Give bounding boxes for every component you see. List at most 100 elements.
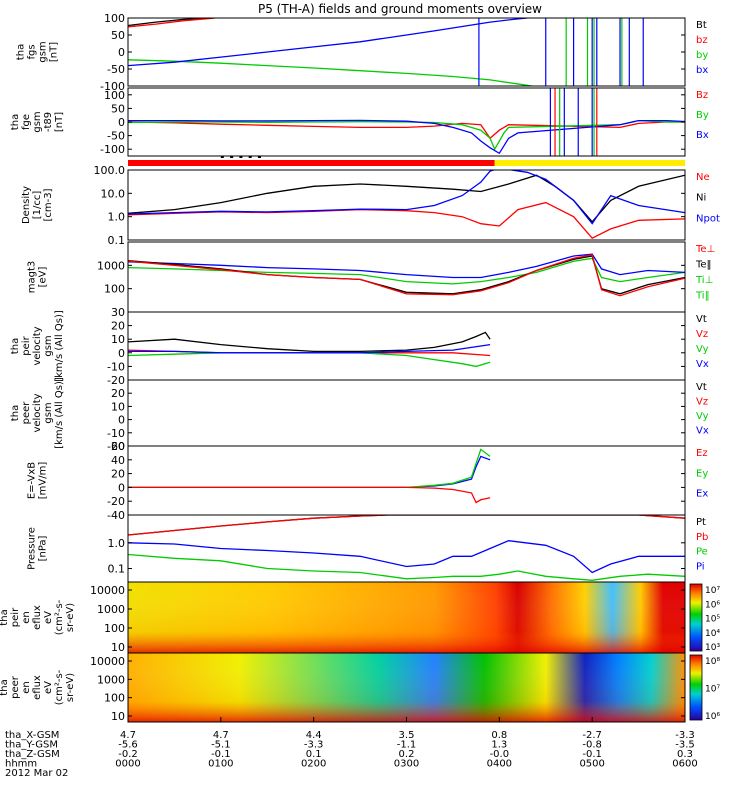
y-axis-label: thapeervelocitygsm[km/s (All Qs)] (10, 377, 65, 449)
y-tick-label: 0 (118, 481, 125, 494)
legend-entry: Vz (696, 329, 708, 340)
panel-fge: thafgegsm-t89[nT] (10, 87, 686, 157)
panel-frame (127, 445, 686, 516)
x-axis-value: -1.1 (397, 740, 417, 751)
y-axis-label-line: E=-VxB (27, 462, 38, 499)
legend-entry: Ex (696, 489, 708, 500)
legend-entry: Bt (696, 20, 707, 31)
y-tick-label: 60 (111, 440, 125, 453)
x-axis-value: 0100 (208, 759, 233, 770)
x-axis-value: 0000 (115, 759, 140, 770)
x-axis-value: -0.0 (490, 749, 510, 760)
colorbar-tick-label: 10⁸ (705, 657, 720, 667)
series-line-Vy (128, 352, 491, 368)
x-axis-value: -2.7 (582, 730, 602, 741)
legend-entry: Vy (696, 344, 709, 355)
y-tick-label: 1000 (97, 603, 125, 616)
legend-entry: Pb (696, 532, 708, 543)
y-tick-label: 100 (104, 283, 125, 296)
colorbar-tick-label: 10³ (705, 643, 720, 653)
y-tick-label: 10 (111, 400, 125, 413)
y-tick-label: -20 (107, 440, 125, 453)
page-title: P5 (TH-A) fields and ground moments over… (258, 2, 542, 16)
x-axis-value: -5.1 (211, 740, 231, 751)
series-line-Vx (128, 343, 491, 354)
y-tick-label: 100.0 (94, 164, 126, 177)
panel-frame (127, 514, 686, 583)
y-tick-label: -20 (107, 374, 125, 387)
legend-entry: Te⊥ (695, 244, 715, 255)
y-tick-label: 20 (111, 468, 125, 481)
y-axis-label: thapeirvelocitygsm[km/s (All Qs)] (10, 310, 65, 382)
y-axis-label-line: sr-eV) (65, 603, 76, 632)
x-axis-row-label: tha_Z-GSM (5, 749, 60, 760)
series-line-bx (128, 18, 528, 67)
panel-frame (127, 17, 686, 87)
ephemeris-mark (248, 156, 252, 158)
panel-frame (127, 169, 686, 241)
y-tick-label: 10 (111, 333, 125, 346)
panel-density: Density[1/cc][cm-3] (21, 169, 686, 241)
y-axis-label-line: en (21, 681, 32, 694)
x-axis-value: -3.3 (675, 730, 695, 741)
y-tick-label: 40 (111, 454, 125, 467)
series-line-Ti⊥ (128, 257, 685, 285)
legend-entry: Pe (696, 547, 708, 558)
colorbar-tick-label: 10⁶ (705, 712, 720, 722)
colorbar (689, 654, 703, 721)
y-tick-label: -10 (107, 360, 125, 373)
y-tick-label: 1.0 (108, 537, 126, 550)
colorbar-tick-label: 10⁷ (705, 685, 720, 695)
y-axis-label-line: eV (43, 611, 54, 624)
x-axis-value: -0.1 (211, 749, 231, 760)
y-tick-label: -50 (107, 63, 125, 76)
x-axis-value: 4.7 (120, 730, 136, 741)
y-axis-label: Pressure[nPa] (27, 527, 49, 570)
legend-entry: Npot (696, 213, 720, 224)
x-axis-row-label: tha_X-GSM (5, 730, 59, 741)
legend-entry: Pt (696, 517, 706, 528)
series-line-By (128, 119, 685, 151)
colorbar-tick-label: 10⁵ (705, 615, 720, 625)
series-line-Ez (128, 486, 491, 504)
x-axis-value: 0400 (487, 759, 512, 770)
y-axis-label-line: peer (21, 401, 32, 425)
legend-entry: Vz (696, 397, 708, 408)
ephemeris-segment-red (128, 160, 495, 166)
series-line-Ne (128, 201, 685, 240)
y-tick-label: -50 (107, 130, 125, 143)
panel-frame (127, 379, 686, 447)
y-axis-label-line: gsm (32, 111, 43, 132)
ephemeris-bar (128, 156, 685, 166)
x-axis-value: 4.7 (213, 730, 229, 741)
y-tick-label: 10.0 (101, 187, 126, 200)
y-tick-label: 100 (104, 622, 125, 635)
x-axis-value: 0200 (301, 759, 326, 770)
y-tick-label: 50 (111, 102, 125, 115)
legend-entry: Pi (696, 561, 705, 572)
series-line-bz (128, 18, 220, 28)
legend-entry: Ti⊥ (695, 275, 713, 286)
y-axis-label-line: tha (0, 679, 10, 695)
panel-pressure: Pressure[nPa] (27, 514, 686, 583)
y-tick-label: -20 (107, 495, 125, 508)
x-axis-value: -3.5 (675, 740, 695, 751)
y-axis-label-line: sr-eV) (65, 673, 76, 702)
x-axis-value: 1.3 (491, 740, 507, 751)
legend-entry: Vx (696, 359, 709, 370)
x-axis-value: 0600 (672, 759, 697, 770)
x-axis-value: -0.2 (118, 749, 138, 760)
ephemeris-mark (220, 156, 224, 158)
ephemeris-mark (230, 156, 234, 158)
x-axis-value: 0300 (394, 759, 419, 770)
colorbar (689, 583, 703, 652)
y-tick-label: -100 (100, 80, 125, 93)
legend-entry: bz (696, 35, 708, 46)
series-line-Ey (128, 448, 491, 489)
spectrogram-shade (128, 653, 685, 722)
y-tick-label: 1.0 (108, 211, 126, 224)
x-axis-value: -0.1 (582, 749, 602, 760)
legend-entry: Vy (696, 411, 709, 422)
y-axis-label-line: eV (43, 681, 54, 694)
